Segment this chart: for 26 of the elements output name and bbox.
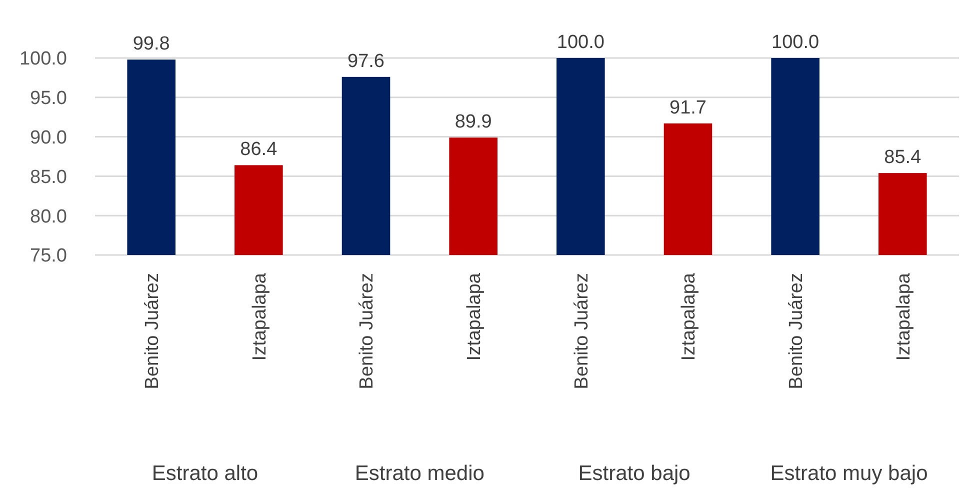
x-tick-label: Benito Juárez: [142, 273, 163, 390]
x-tick-label: Iztapalapa: [249, 272, 270, 361]
x-tick-label: Benito Juárez: [786, 273, 807, 390]
y-tick-label: 90.0: [30, 127, 67, 148]
x-tick-label: Iztapalapa: [464, 272, 485, 361]
x-tick-label: Iztapalapa: [678, 272, 700, 361]
x-tick-label: Benito Juárez: [571, 273, 592, 390]
y-tick-label: 95.0: [30, 88, 67, 110]
data-label: 85.4: [884, 147, 922, 168]
data-label: 97.6: [348, 50, 384, 72]
data-label: 86.4: [240, 139, 278, 160]
text: Estrato medio: [354, 462, 484, 485]
data-label: 91.7: [670, 97, 706, 118]
data-label: 100.0: [556, 32, 604, 53]
text: Estrato bajo: [578, 462, 690, 485]
data-label: 89.9: [454, 112, 492, 133]
y-tick-label: 100.0: [19, 48, 67, 70]
y-tick-label: 80.0: [30, 206, 67, 228]
y-tick-label: 85.0: [30, 166, 67, 188]
x-tick-label: Iztapalapa: [893, 272, 914, 361]
y-tick-label: 75.0: [30, 246, 67, 267]
data-label: 100.0: [772, 32, 820, 53]
data-label: 99.8: [132, 34, 170, 55]
x-tick-label: Benito Juárez: [356, 273, 378, 390]
text: Estrato alto: [152, 462, 258, 485]
text: Estrato muy bajo: [770, 462, 928, 485]
